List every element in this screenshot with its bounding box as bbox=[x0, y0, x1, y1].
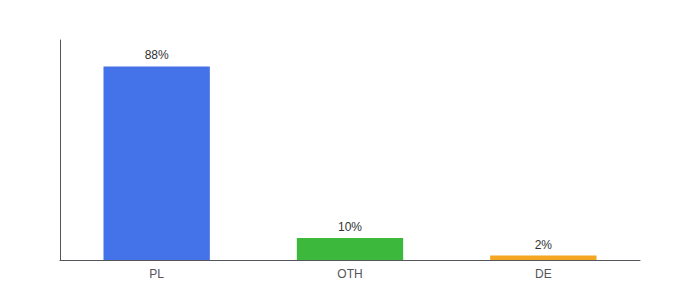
svg-text:2%: 2% bbox=[535, 238, 553, 252]
svg-text:10%: 10% bbox=[338, 220, 362, 234]
svg-text:OTH: OTH bbox=[337, 267, 362, 281]
svg-text:DE: DE bbox=[535, 267, 552, 281]
svg-text:88%: 88% bbox=[145, 48, 169, 62]
svg-text:PL: PL bbox=[149, 267, 164, 281]
